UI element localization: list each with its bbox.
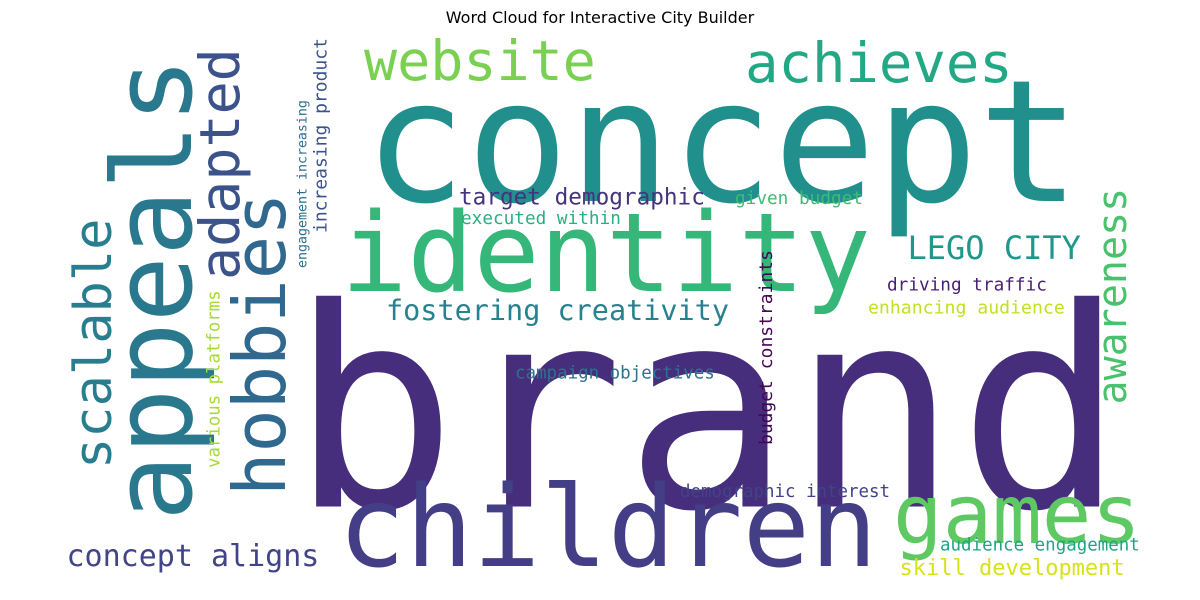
word-demographic-interest: demographic interest bbox=[680, 482, 890, 502]
word-concept-aligns: concept aligns bbox=[66, 539, 320, 574]
word-cloud: brand concept identity children appeals … bbox=[38, 38, 1161, 598]
word-given-budget: given budget bbox=[735, 189, 864, 209]
word-engagement-increasing: engagement increasing bbox=[295, 100, 311, 268]
word-lego-city: LEGO CITY bbox=[907, 229, 1081, 267]
word-awareness: awareness bbox=[1090, 187, 1136, 405]
word-campaign-objectives: campaign objectives bbox=[515, 363, 715, 384]
word-concept: concept bbox=[364, 44, 1081, 242]
word-skill-development: skill development bbox=[899, 556, 1125, 581]
word-adapted: adapted bbox=[188, 48, 252, 280]
word-various-platforms: various platforms bbox=[204, 290, 225, 468]
word-website: website bbox=[364, 38, 596, 93]
word-enhancing-audience: enhancing audience bbox=[868, 297, 1065, 319]
word-driving-traffic: driving traffic bbox=[887, 275, 1047, 296]
word-fostering-creativity: fostering creativity bbox=[386, 294, 729, 327]
word-executed-within: executed within bbox=[461, 209, 621, 229]
word-games: games bbox=[893, 468, 1141, 563]
word-brand: brand bbox=[290, 250, 1126, 573]
figure-title: Word Cloud for Interactive City Builder bbox=[445, 8, 755, 27]
word-achieves: achieves bbox=[745, 38, 1013, 96]
word-audience-engagement: audience engagement bbox=[940, 535, 1140, 556]
word-children: children bbox=[338, 463, 878, 593]
word-target-demographic: target demographic bbox=[459, 184, 705, 211]
word-increasing-product: increasing product bbox=[310, 38, 332, 233]
word-budget-constraints: budget constraints bbox=[756, 250, 777, 445]
word-scalable: scalable bbox=[64, 218, 124, 469]
word-identity: identity bbox=[341, 189, 871, 317]
